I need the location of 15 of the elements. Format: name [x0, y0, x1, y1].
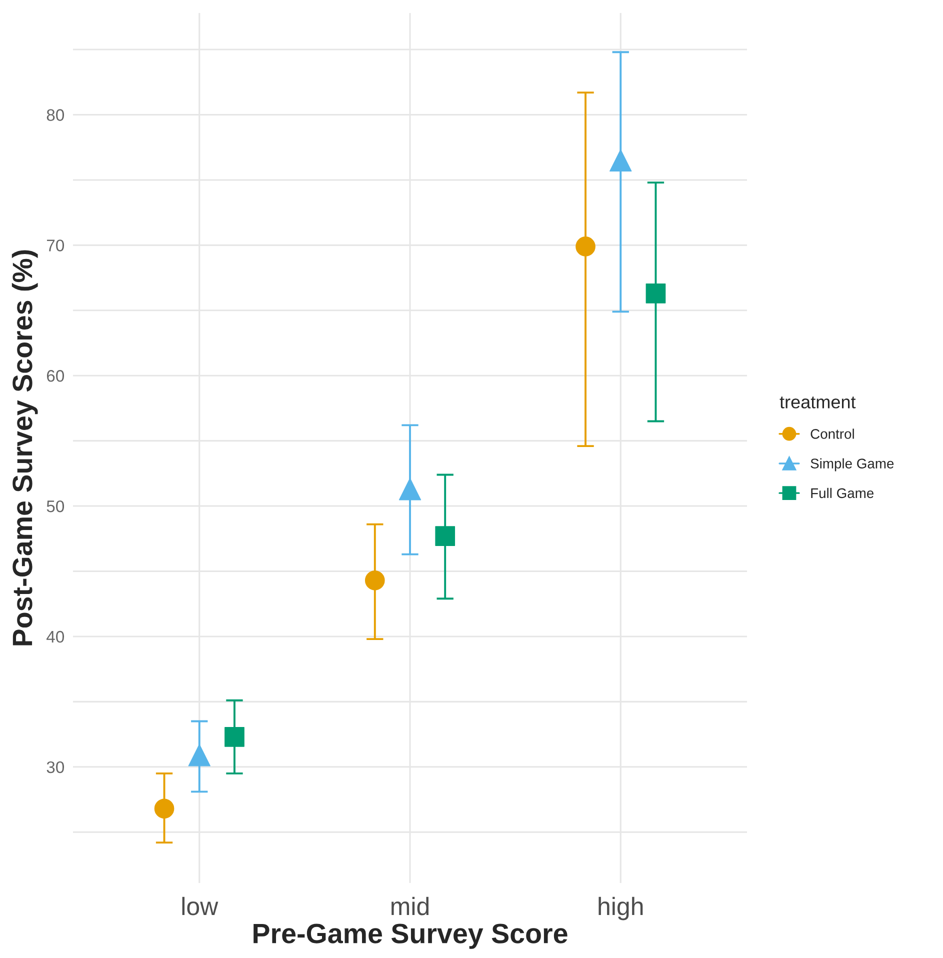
legend-label: Full Game — [811, 488, 874, 498]
legend-label: Simple Game — [810, 458, 894, 472]
y-tick-label: 40 — [46, 630, 64, 643]
x-tick-label: low — [182, 896, 218, 916]
legend-label: Control — [810, 428, 854, 439]
x-tick-label: high — [598, 896, 643, 920]
y-tick-label: 60 — [46, 370, 64, 382]
x-tick-label: mid — [392, 896, 429, 916]
x-axis-title: Pre-Game Survey Score — [254, 924, 568, 949]
legend-title: treatment — [780, 396, 856, 408]
y-tick-label: 70 — [46, 240, 64, 252]
y-axis-title: Post-Game Survey Scores (%) — [12, 250, 38, 646]
y-tick-label: 80 — [46, 109, 64, 121]
y-tick-label: 30 — [46, 761, 64, 774]
y-tick-label: 50 — [46, 500, 64, 512]
